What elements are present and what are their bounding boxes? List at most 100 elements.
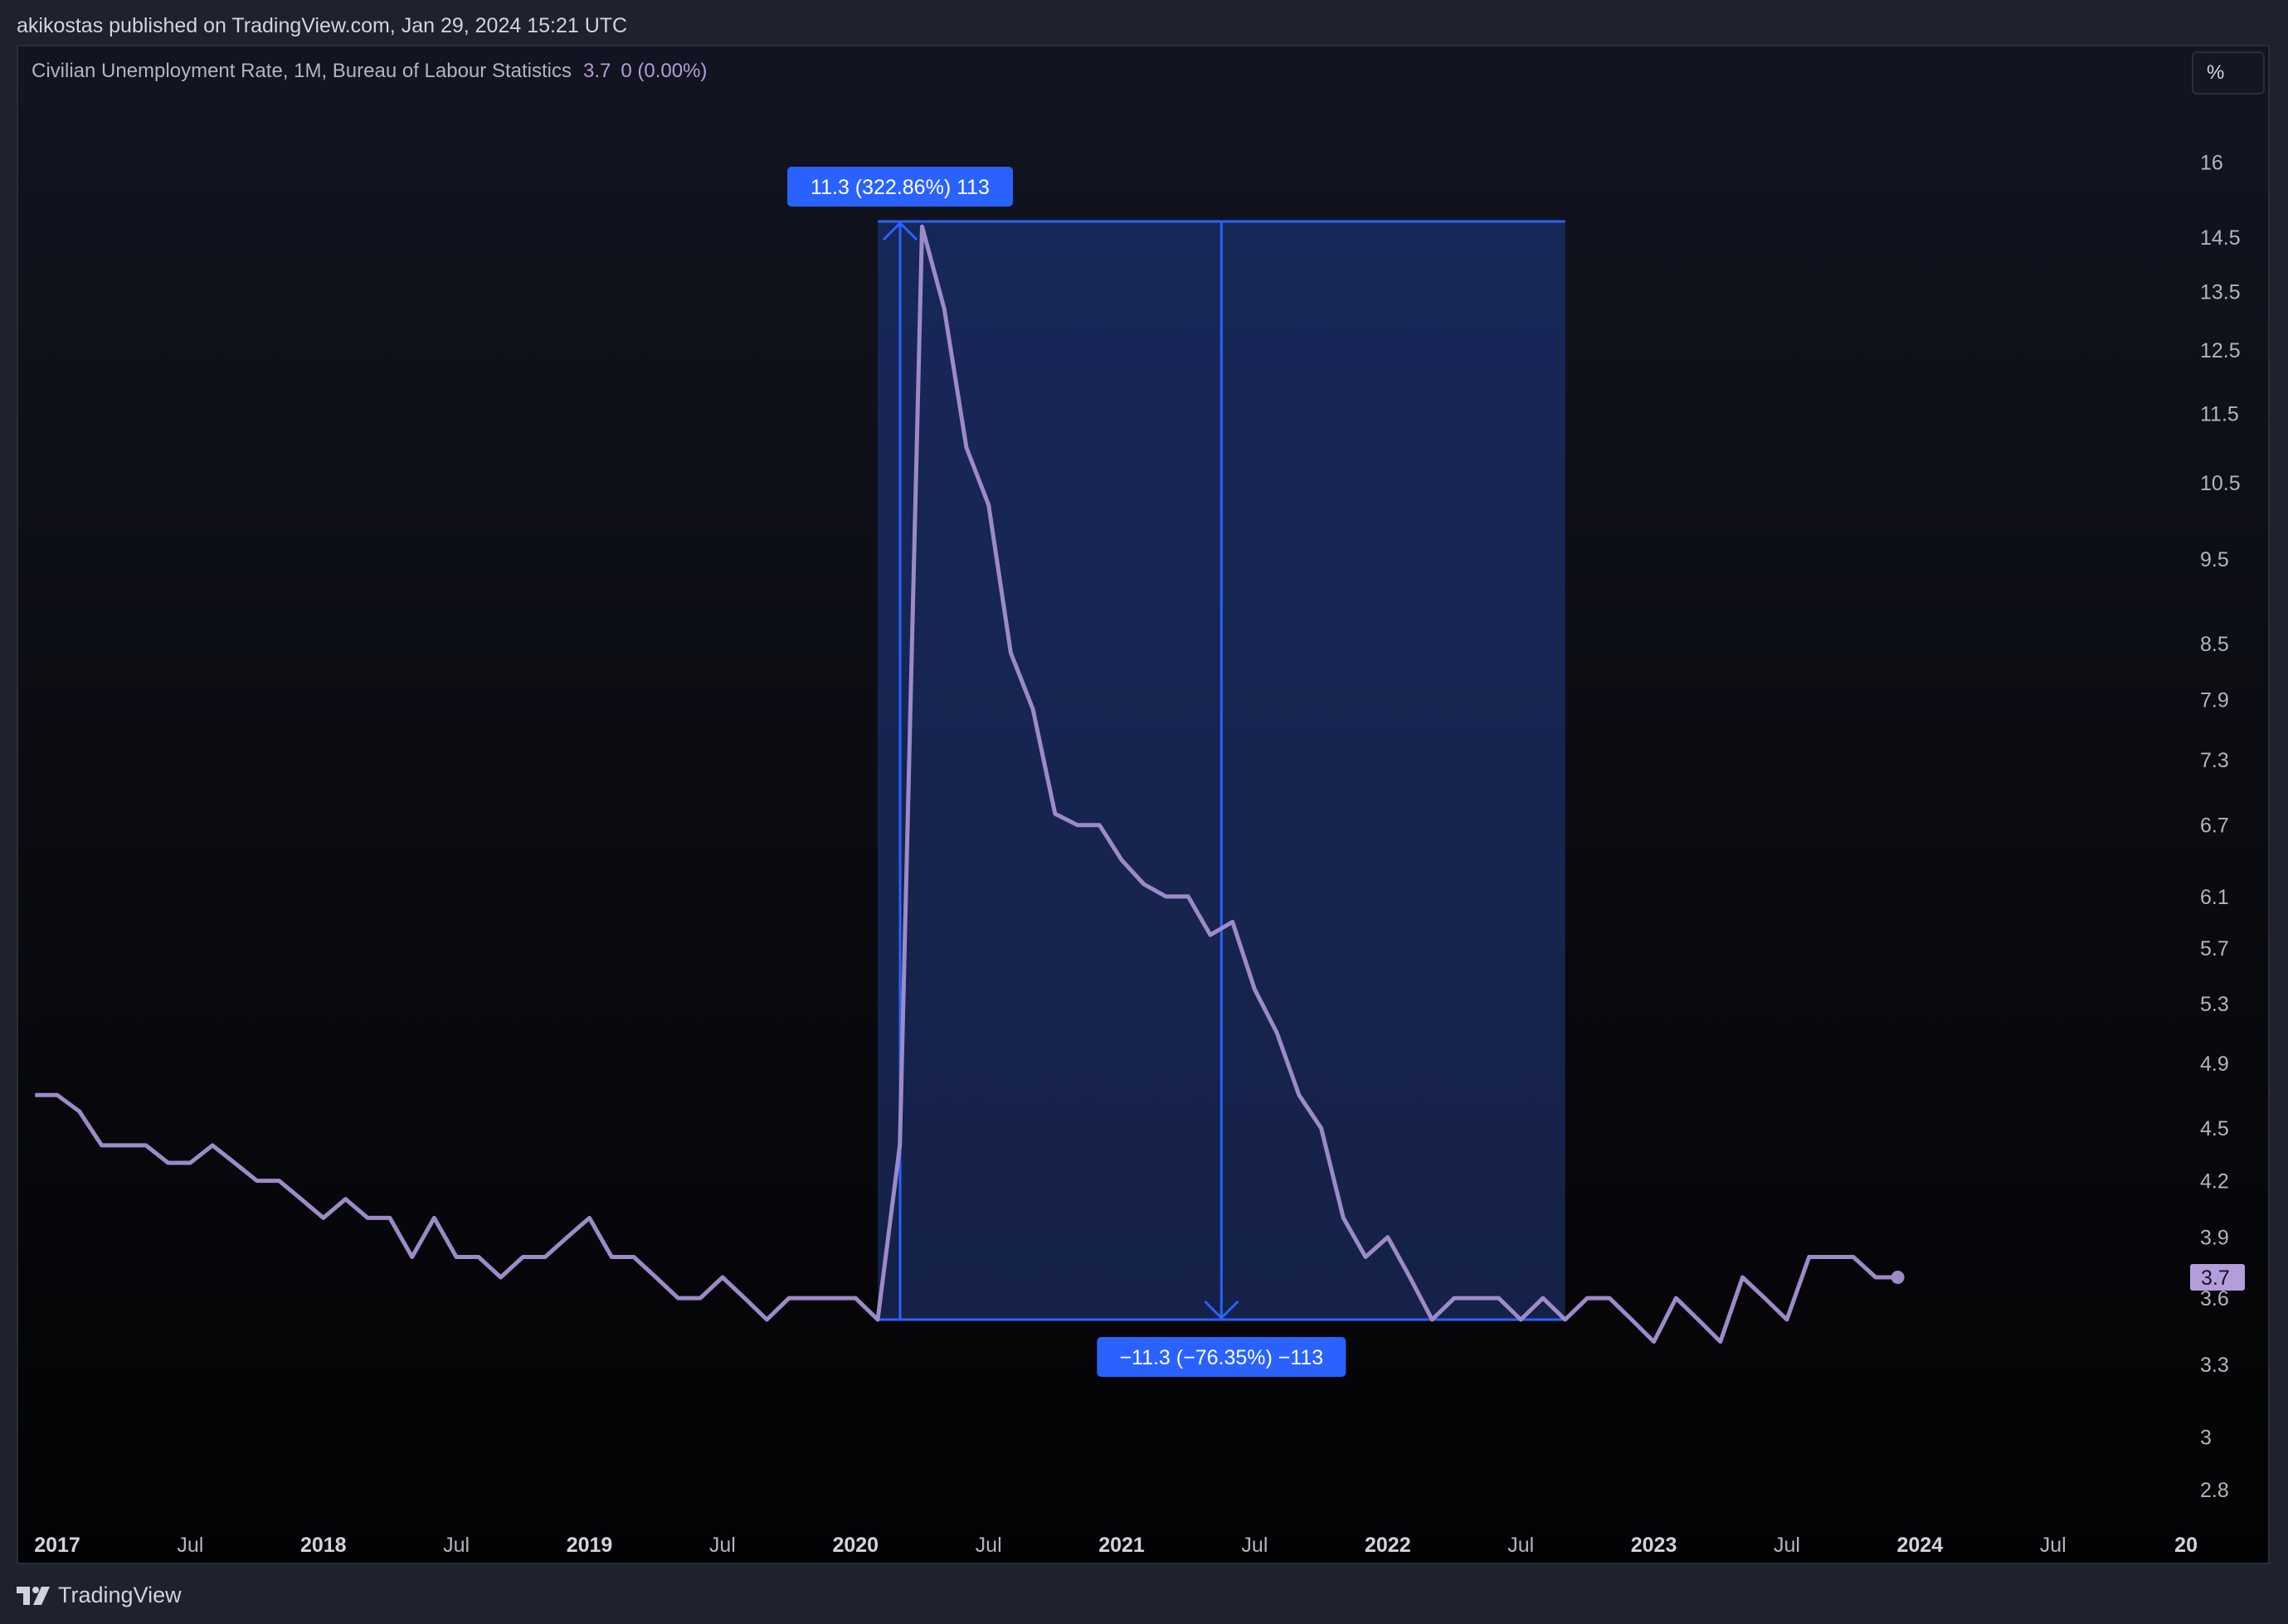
series-legend[interactable]: Civilian Unemployment Rate, 1M, Bureau o… — [32, 60, 707, 83]
y-tick-label: 7.3 — [2200, 749, 2229, 772]
y-tick-label: 3.3 — [2200, 1354, 2229, 1377]
y-tick-label: 2.8 — [2200, 1479, 2229, 1502]
series-point — [1609, 1297, 1611, 1300]
series-point — [1121, 858, 1123, 861]
series-point — [810, 1297, 812, 1300]
series-point — [1675, 1297, 1677, 1300]
series-point — [832, 1297, 835, 1300]
y-tick-label: 16 — [2200, 151, 2223, 174]
series-point — [1431, 1319, 1434, 1321]
last-value-tag-bg — [2190, 1263, 2245, 1291]
series-point — [433, 1217, 436, 1219]
series-point — [1852, 1256, 1855, 1258]
y-tick-label: 14.5 — [2200, 226, 2241, 250]
series-point — [921, 226, 923, 228]
chart-canvas[interactable]: 11.3 (322.86%) 113 −11.3 (−76.35%) −113 1… — [18, 46, 2270, 1564]
measure-up-label: 11.3 (322.86%) 113 — [787, 167, 1014, 207]
legend-change: 0 (0.00%) — [621, 60, 708, 82]
series-point — [455, 1256, 458, 1258]
y-tick-label: 3.6 — [2200, 1287, 2229, 1310]
tradingview-brand[interactable]: TradingView — [17, 1583, 182, 1608]
series-point — [699, 1297, 702, 1300]
y-tick-label: 9.5 — [2200, 548, 2229, 571]
measure-up-arrow-head — [882, 221, 918, 241]
measure-tool[interactable]: 11.3 (322.86%) 113 −11.3 (−76.35%) −113 — [787, 167, 1565, 1377]
unemployment-series-line — [35, 224, 1898, 1344]
series-point — [588, 1217, 591, 1219]
x-tick-label: 2019 — [567, 1534, 613, 1557]
percent-scale-button[interactable]: % — [2192, 51, 2265, 95]
y-axis[interactable]: 16 14.5 13.5 12.5 11.5 10.5 9.5 8.5 7.9 7.3 6.7 6.1… — [2190, 151, 2245, 1502]
series-point — [256, 1179, 258, 1182]
measure-down-arrow-head — [1204, 1300, 1239, 1320]
x-tick-label: 2022 — [1365, 1534, 1411, 1557]
series-point — [1520, 1319, 1522, 1321]
series-point — [1165, 895, 1167, 897]
published-text: akikostas published on TradingView.com, … — [17, 14, 628, 37]
series-point — [943, 308, 946, 310]
x-tick-label: Jul — [709, 1534, 736, 1557]
tradingview-logo-icon — [17, 1586, 50, 1605]
y-tick-label: 4.2 — [2200, 1170, 2229, 1194]
series-point — [1254, 988, 1256, 990]
y-tick-label: 11.5 — [2200, 403, 2239, 426]
x-tick-label: 2023 — [1631, 1534, 1677, 1557]
x-tick-label: Jul — [443, 1534, 470, 1557]
series-point — [1098, 824, 1101, 826]
series-point — [123, 1144, 125, 1146]
series-point — [300, 1198, 303, 1200]
series-point — [189, 1161, 192, 1164]
series-point — [56, 1094, 59, 1096]
x-tick-label: 20 — [2174, 1534, 2198, 1557]
x-axis[interactable]: 2017 Jul 2018 Jul 2019 Jul 2020 Jul 2021 Jul 2022 J… — [34, 1534, 2198, 1557]
series-point — [34, 1094, 37, 1096]
x-tick-label: Jul — [1241, 1534, 1268, 1557]
series-point — [167, 1161, 169, 1164]
series-point — [1076, 824, 1078, 826]
series-point — [655, 1276, 657, 1278]
series-point — [632, 1256, 635, 1258]
series-point — [898, 1144, 901, 1146]
series-point — [1453, 1297, 1455, 1300]
series-point — [1320, 1127, 1322, 1130]
series-point — [1032, 708, 1034, 711]
y-tick-label: 13.5 — [2200, 280, 2241, 304]
series-point — [1541, 1297, 1544, 1300]
last-value-tag: 3.7 — [2190, 1263, 2245, 1291]
series-point — [766, 1319, 768, 1321]
series-point — [677, 1297, 679, 1300]
chart-panel[interactable]: 11.3 (322.86%) 113 −11.3 (−76.35%) −113 1… — [17, 45, 2270, 1564]
series-point — [1409, 1276, 1411, 1278]
x-tick-label: Jul — [2040, 1534, 2067, 1557]
y-tick-label: 7.9 — [2200, 688, 2229, 712]
series-point — [1564, 1319, 1566, 1321]
series-point — [1630, 1319, 1633, 1321]
series-point — [965, 446, 967, 449]
legend-title: Civilian Unemployment Rate, 1M, Bureau o… — [32, 60, 572, 82]
series-point — [1653, 1340, 1655, 1343]
series-point — [1764, 1297, 1766, 1300]
series-point — [1741, 1276, 1744, 1278]
series-point — [212, 1144, 214, 1146]
x-tick-label: 2021 — [1098, 1534, 1145, 1557]
legend-value: 3.7 — [582, 60, 611, 82]
y-tick-label: 3.9 — [2200, 1227, 2229, 1250]
series-point — [1010, 652, 1012, 654]
series-point — [611, 1256, 613, 1258]
x-tick-label: Jul — [177, 1534, 203, 1557]
series-point — [388, 1217, 391, 1219]
series-point — [854, 1297, 857, 1300]
series-point — [233, 1161, 236, 1164]
brand-name: TradingView — [58, 1583, 182, 1607]
series-point — [788, 1297, 791, 1300]
measure-down-label: −11.3 (−76.35%) −113 — [1097, 1337, 1346, 1377]
series-point — [1874, 1276, 1877, 1278]
series-point — [499, 1276, 502, 1278]
series-point — [721, 1276, 723, 1278]
series-point — [1386, 1236, 1389, 1238]
y-tick-label: 3 — [2200, 1427, 2212, 1450]
x-tick-label: Jul — [1507, 1534, 1534, 1557]
published-header: akikostas published on TradingView.com, … — [0, 0, 2288, 46]
series-point — [522, 1256, 524, 1258]
series-point — [1808, 1256, 1810, 1258]
